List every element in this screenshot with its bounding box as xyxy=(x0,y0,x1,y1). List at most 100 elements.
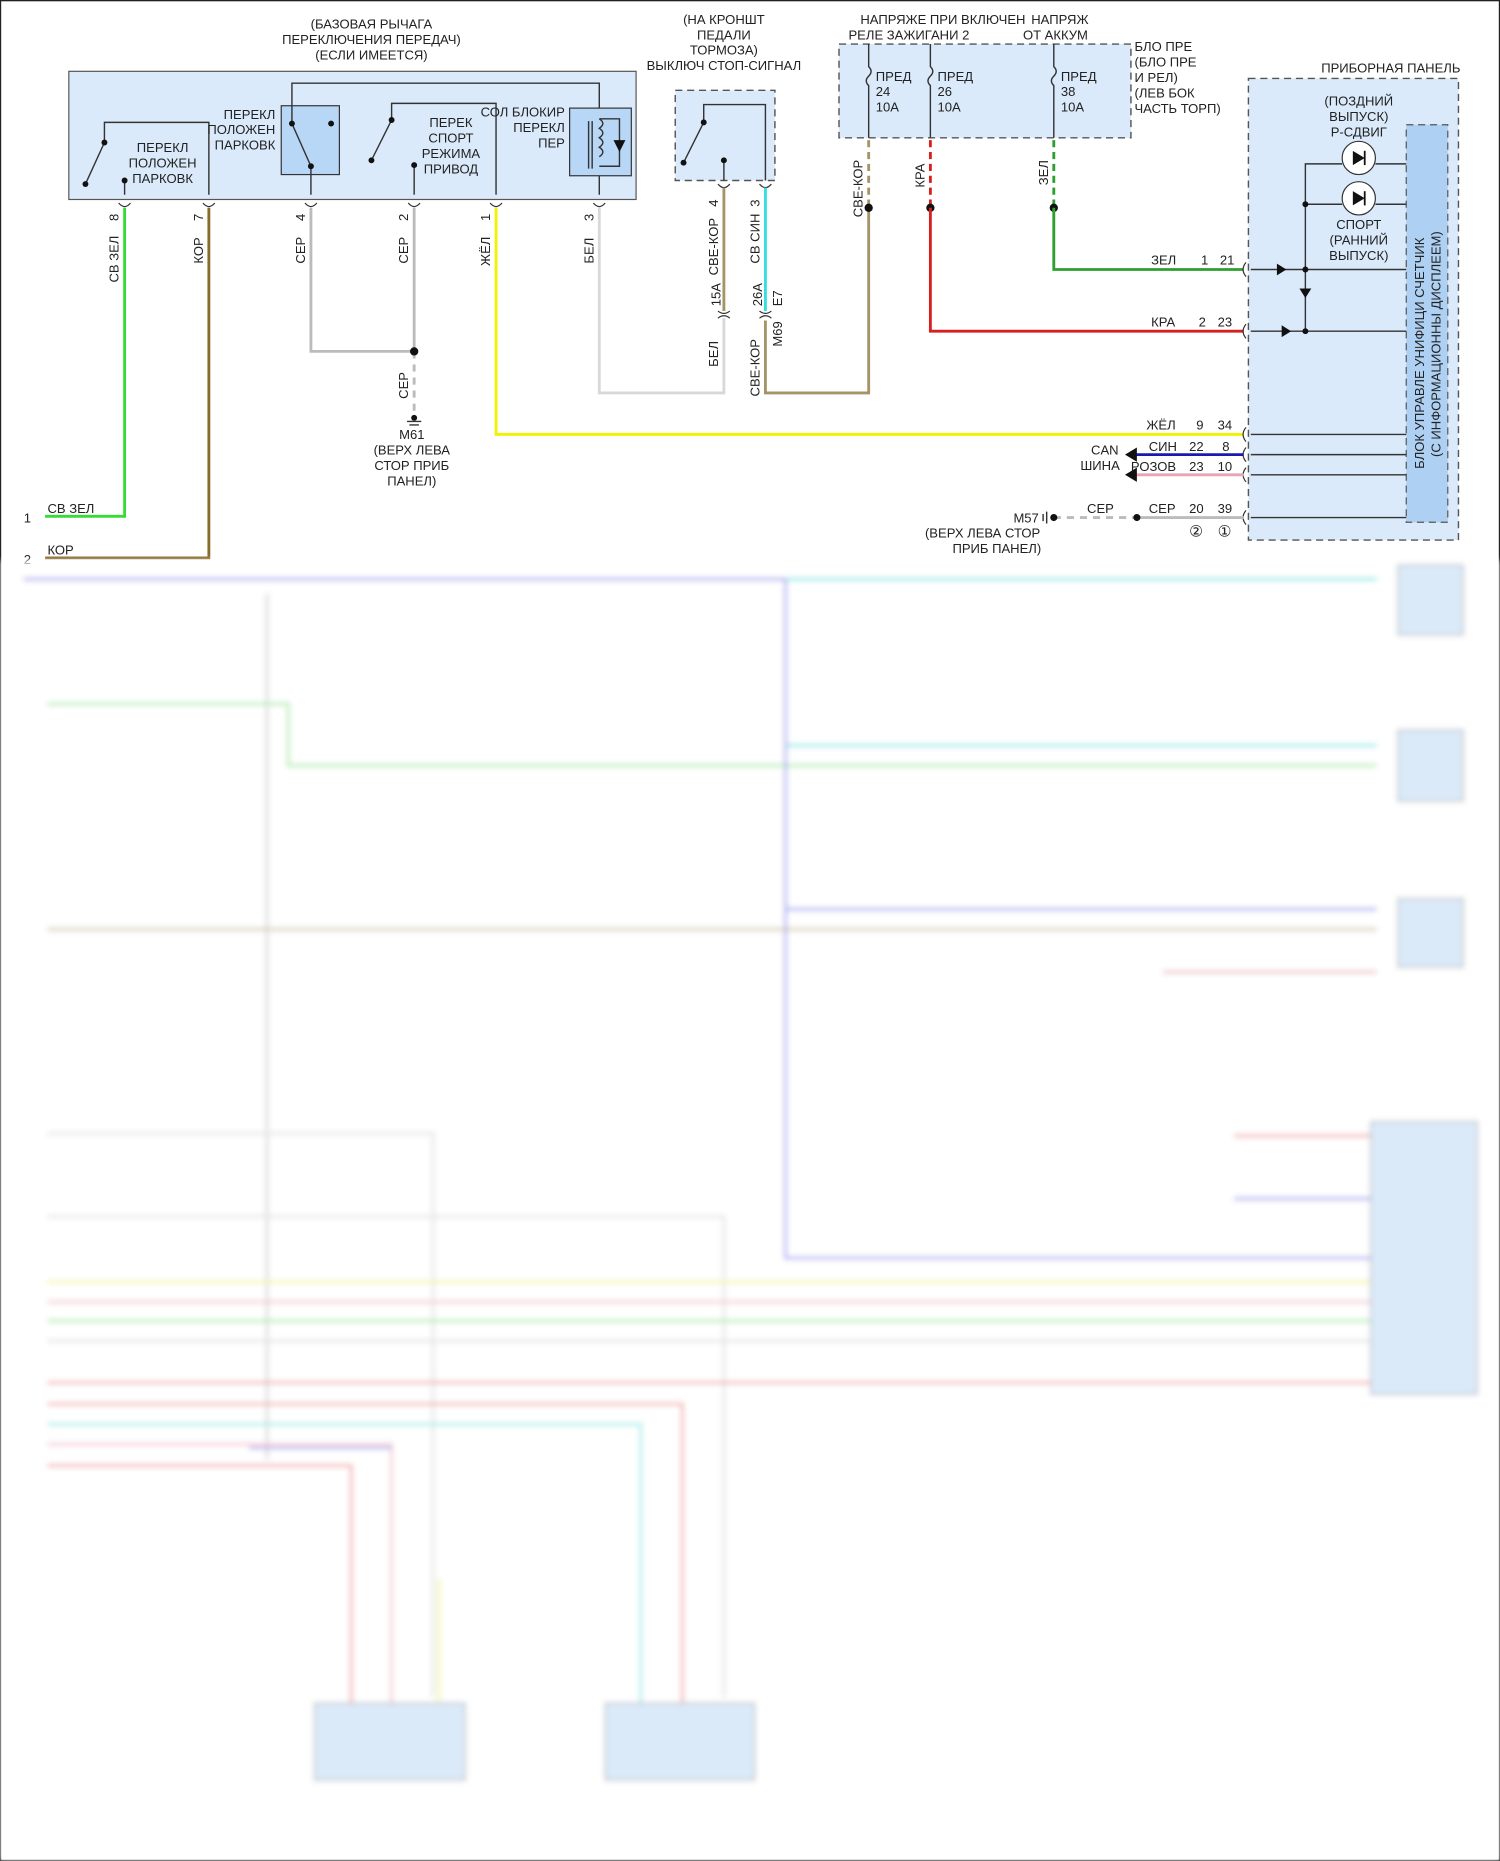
ground-id: M57 xyxy=(1013,510,1038,525)
ground-icon xyxy=(1042,511,1048,524)
ground-location: ПРИБ ПАНЕЛ) xyxy=(952,541,1041,556)
switch-label: СПОРТ xyxy=(428,131,473,146)
module-title: (ЕСЛИ ИМЕЕТСЯ) xyxy=(315,47,427,62)
park-switch-relay xyxy=(280,105,340,176)
ground-icon xyxy=(407,420,422,426)
wire-zel xyxy=(1052,207,1244,271)
pin-number: 9 xyxy=(1196,418,1203,433)
fuse-header: РЕЛЕ ЗАЖИГАНИ 2 xyxy=(848,27,969,42)
pin-number: 8 xyxy=(1222,439,1229,454)
fuse-name: ПРЕД xyxy=(1061,69,1097,84)
module-label: БЛОК УПРАВЛЕ УНИФИЦИ СЧЕТЧИК xyxy=(1412,237,1427,469)
switch-label: ПЕРЕК xyxy=(429,115,472,130)
switch-title: ПЕДАЛИ xyxy=(697,27,751,42)
pin-number: 7 xyxy=(191,214,206,221)
led-icon xyxy=(1341,140,1376,176)
wire-label: КОР xyxy=(47,542,74,557)
arrow-icon xyxy=(1125,467,1137,482)
can-bus-label: ШИНА xyxy=(1080,458,1120,473)
ground-m61: СЕР M61 (ВЕРХ ЛЕВА СТОР ПРИБ ПАНЕЛ) xyxy=(374,372,451,489)
pin-number: 3 xyxy=(581,214,596,221)
wire-label: СЕР xyxy=(1149,501,1176,516)
wire-label: ЗЕЛ xyxy=(1151,253,1176,268)
switch-label: ПЕРЕКЛ xyxy=(137,140,189,155)
solenoid-label: ПЕР xyxy=(538,135,565,150)
fuse-number: 38 xyxy=(1061,84,1076,99)
wire-label: СИН xyxy=(1149,439,1177,454)
wire-label: ЖЁЛ xyxy=(1146,418,1175,433)
indicator-label: ВЫПУСК) xyxy=(1329,109,1388,124)
ground-location: ПАНЕЛ) xyxy=(387,473,436,488)
fuse-box-label: БЛО ПРЕ xyxy=(1134,39,1192,54)
wire-zhel xyxy=(494,207,1244,436)
wire-label: КРА xyxy=(912,163,927,187)
fuse-rating: 10A xyxy=(937,100,961,115)
switch-title: ВЫКЛЮЧ СТОП-СИГНАЛ xyxy=(647,58,802,73)
wire-ser-4 xyxy=(309,207,415,353)
fuse-box: НАПРЯЖЕ ПРИ ВКЛЮЧЕН РЕЛЕ ЗАЖИГАНИ 2 НАПР… xyxy=(838,12,1221,139)
panel-title: ПРИБОРНАЯ ПАНЕЛЬ xyxy=(1321,61,1460,76)
indicator-label: Р-СДВИГ xyxy=(1331,125,1387,140)
wire-label: СЕР xyxy=(293,236,308,263)
wire-kra xyxy=(928,207,1244,333)
switch-label: ПЕРЕКЛ xyxy=(224,107,276,122)
switch-title: (НА КРОНШТ xyxy=(683,12,765,27)
note-marker: ② xyxy=(1189,524,1203,541)
pin-number: 4 xyxy=(293,214,308,221)
wire-label: БЕЛ xyxy=(706,341,721,367)
solenoid-label: СОЛ БЛОКИР xyxy=(481,104,566,119)
pin-number: 1 xyxy=(478,214,493,221)
instrument-panel: ПРИБОРНАЯ ПАНЕЛЬ БЛОК УПРАВЛЕ УНИФИЦИ СЧ… xyxy=(1242,61,1460,541)
wire-label: СВ ЗЕЛ xyxy=(47,501,94,516)
ground-id: M61 xyxy=(399,427,424,442)
fuse-header: НАПРЯЖ xyxy=(1031,12,1088,27)
fuse-rating: 10A xyxy=(876,100,900,115)
indicator-label: (ПОЗДНИЙ xyxy=(1324,94,1393,109)
switch-label: ПОЛОЖЕН xyxy=(207,122,275,137)
wire-label: СЕР xyxy=(396,372,411,399)
ground-location: (ВЕРХ ЛЕВА СТОР xyxy=(925,526,1041,541)
fuse-box-label: (БЛО ПРЕ xyxy=(1134,55,1196,70)
wire-label: СВЕ-КОР xyxy=(706,218,721,276)
switch-label: ПОЛОЖЕН xyxy=(129,155,197,170)
fuse-box-label: ЧАСТЬ ТОРП) xyxy=(1134,101,1220,116)
connector-pin: 1 xyxy=(24,510,31,525)
module-label: (С ИНФОРМАЦИОННЫ ДИСПЛЕЕМ) xyxy=(1429,231,1444,457)
wire-label: РОЗОВ xyxy=(1131,459,1176,474)
connector-pin: 2 xyxy=(24,552,31,567)
connector-id: 26A xyxy=(750,283,765,307)
pin-number: 39 xyxy=(1218,501,1233,516)
wire-label: СЕР xyxy=(1087,501,1114,516)
switch-title: ТОРМОЗА) xyxy=(690,43,758,58)
gear-module-box xyxy=(68,70,637,201)
led-icon xyxy=(1341,181,1376,216)
switch-label: ПАРКОВК xyxy=(215,138,276,153)
connector-id: E7 xyxy=(770,290,785,306)
pin-number: 2 xyxy=(396,214,411,221)
pin-number: 22 xyxy=(1189,439,1204,454)
note-marker: ① xyxy=(1218,524,1232,541)
stop-lamp-switch: (НА КРОНШТ ПЕДАЛИ ТОРМОЗА) ВЫКЛЮЧ СТОП-С… xyxy=(647,12,802,207)
fuse-number: 26 xyxy=(937,84,952,99)
connector-id: 15A xyxy=(708,283,723,307)
switch-label: ПАРКОВК xyxy=(132,171,193,186)
wire-label: КРА xyxy=(1151,314,1175,329)
fuse-box-label: И РЕЛ) xyxy=(1134,70,1177,85)
wire-label: БЕЛ xyxy=(581,238,596,264)
fuse-rating: 10A xyxy=(1061,100,1085,115)
ground-location: СТОР ПРИБ xyxy=(374,458,449,473)
wire-bel xyxy=(597,207,726,395)
can-bus-label: CAN xyxy=(1091,443,1119,458)
indicator-label: (РАННИЙ xyxy=(1330,233,1388,248)
fuse-name: ПРЕД xyxy=(937,69,973,84)
wire-sve-kor-below xyxy=(764,208,871,395)
arrow-icon xyxy=(1125,447,1137,462)
wire-label: СЕР xyxy=(396,236,411,263)
fuse-name: ПРЕД xyxy=(876,69,912,84)
gear-shift-module: (БАЗОВАЯ РЫЧАГА ПЕРЕКЛЮЧЕНИЯ ПЕРЕДАЧ) (Е… xyxy=(68,17,637,221)
fuse-header: ОТ АККУМ xyxy=(1023,27,1088,42)
ground-location: (ВЕРХ ЛЕВА xyxy=(374,443,451,458)
indicator-label: СПОРТ xyxy=(1336,217,1381,232)
pin-number: 10 xyxy=(1218,459,1233,474)
